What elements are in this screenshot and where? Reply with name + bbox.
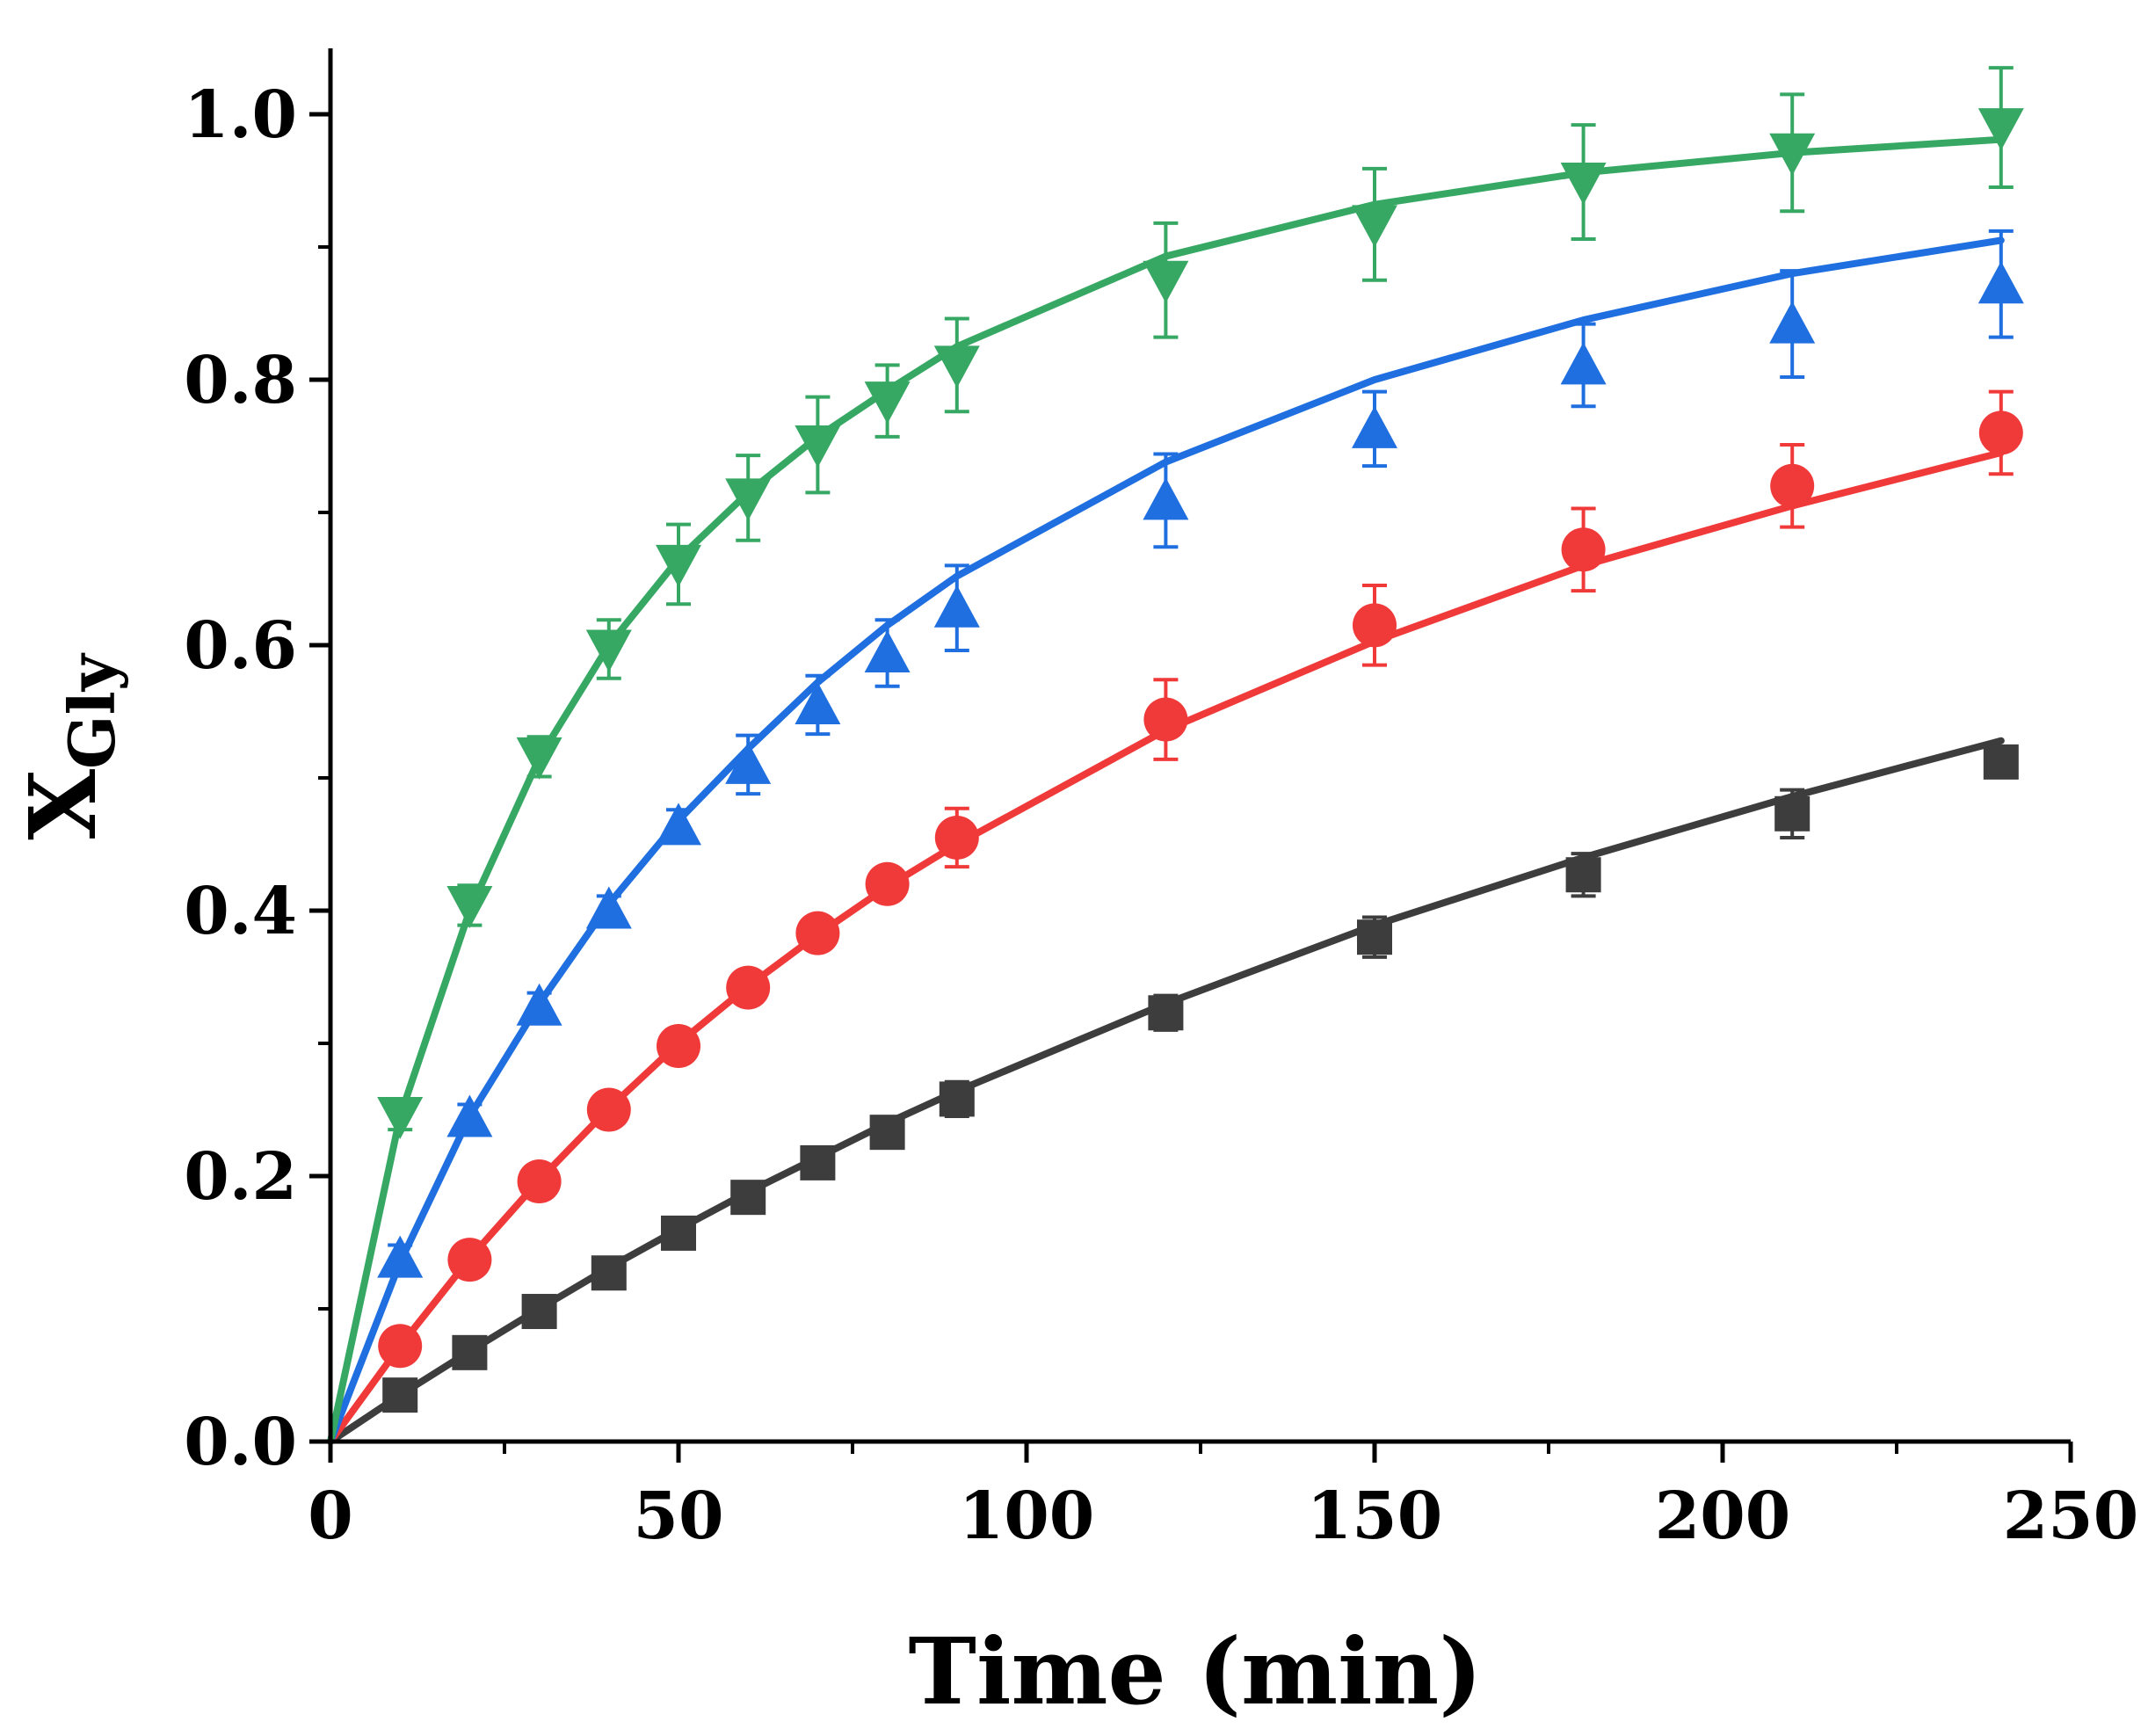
series-blue-point [1143,477,1189,520]
series-blue-point [864,630,911,673]
y-axis-title-subscript: Gly [54,652,129,769]
series-red-point [795,911,840,955]
series-blue-point [1352,405,1397,448]
series-red-point [1353,603,1397,648]
series-black-point [452,1334,488,1370]
series-green-point [1352,205,1397,248]
series-black-point [800,1144,836,1180]
y-tick-label-1.0: 1.0 [184,77,297,153]
series-black-point [661,1215,696,1251]
series-red-point [378,1324,423,1369]
series-red-point [517,1159,562,1204]
series-green [327,66,2024,1445]
series-red-point [657,1024,700,1069]
series-blue-point [377,1235,424,1278]
series-black-point [1357,919,1392,955]
series-green-point [1560,163,1607,206]
series-green-point [585,629,632,672]
x-tick-label-250: 250 [2003,1478,2138,1554]
series-blue-point [725,741,772,784]
series-red-point [447,1238,492,1282]
series-black-point [1565,857,1601,893]
series-green-point [864,381,911,425]
series-blue-fit-line [327,236,2005,1445]
series-black-point [730,1180,766,1216]
series-blue-point [585,886,632,929]
y-axis-title-main: X [9,769,117,840]
x-tick-label-100: 100 [959,1478,1094,1554]
series-green-point [795,425,841,468]
x-tick-label-0: 0 [308,1478,353,1554]
series-blue-point [1769,301,1816,344]
plot-marks [327,66,2024,1445]
x-tick-label-150: 150 [1307,1478,1442,1554]
series-black-fit-line [327,737,2005,1445]
series-black-point [382,1377,418,1413]
series-blue-point [656,803,701,846]
y-tick-label-0.8: 0.8 [184,343,297,418]
series-black [327,737,2019,1445]
series-black-point [1774,795,1811,832]
x-tick-label-200: 200 [1655,1478,1790,1554]
series-green-point [725,478,772,521]
series-red-point [865,861,910,906]
series-red-point [726,965,771,1010]
series-green-point [1143,260,1189,303]
series-green-point [1977,108,2024,151]
series-green-point [1769,133,1816,176]
series-blue-point [516,983,562,1026]
series-green-point [446,885,493,928]
series-red-point [1770,463,1815,508]
series-red-point [934,815,979,860]
series-blue [327,229,2024,1445]
series-green-point [933,345,980,389]
series-blue-point [1977,261,2024,304]
y-tick-label-0.0: 0.0 [184,1405,297,1480]
series-green-point [516,737,562,780]
x-tick-label-50: 50 [634,1478,724,1554]
series-black-point [869,1115,905,1151]
series-red-point [586,1087,631,1132]
series-black-point [1148,995,1184,1031]
series-blue-point [1560,342,1607,385]
series-green-point [377,1097,424,1140]
y-tick-label-0.2: 0.2 [184,1139,297,1215]
series-blue-point [933,585,980,628]
series-blue-point [446,1094,493,1137]
y-tick-label-0.4: 0.4 [184,874,297,949]
series-blue-point [795,681,841,724]
series-black-point [1983,744,2019,780]
series-red-point [1143,697,1188,742]
series-red [327,389,2023,1445]
series-black-point [939,1081,975,1117]
series-black-point [591,1255,627,1291]
series-red-point [1561,527,1606,572]
axis-ticks: 0 50 100 150 200 250 0.0 0.2 0.4 0.6 0.8 1.0 [184,77,2138,1554]
series-red-point [1978,410,2023,455]
series-green-point [656,544,701,587]
series-black-point [521,1294,557,1330]
y-tick-label-0.6: 0.6 [184,608,297,684]
x-axis-title: Time (min) [909,1617,1483,1725]
y-axis-title: XGly [9,652,129,840]
